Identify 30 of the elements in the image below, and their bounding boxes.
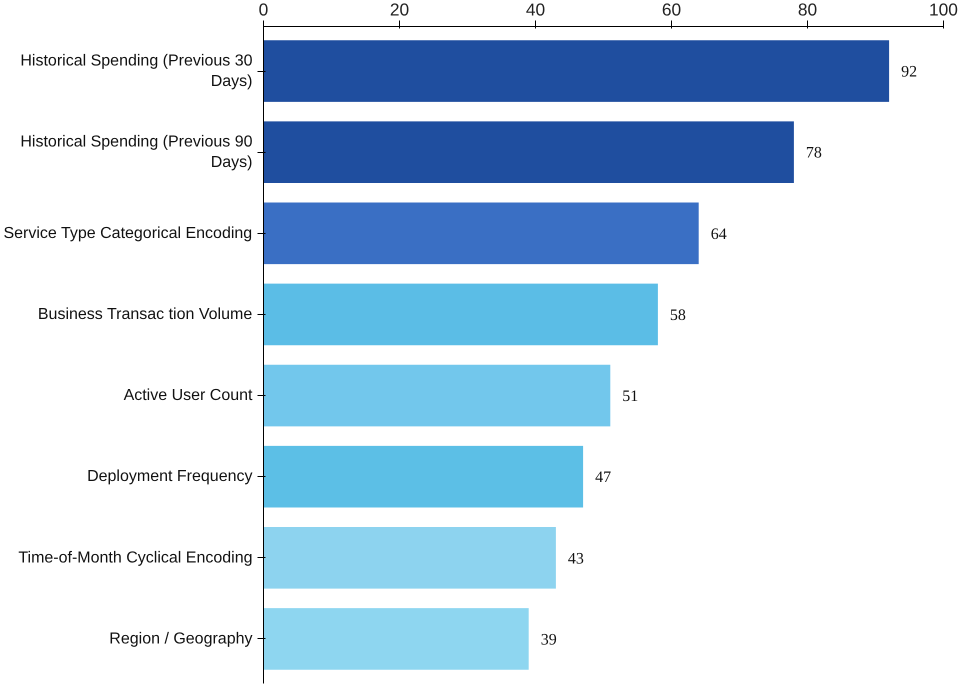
y-tick-label: Deployment Frequency — [87, 468, 253, 486]
bar — [264, 364, 610, 426]
bar — [264, 526, 556, 589]
data-label: 51 — [622, 388, 638, 406]
x-tick-label: 20 — [390, 0, 410, 20]
bar — [264, 446, 584, 508]
y-tick-label: Region / Geography — [109, 630, 252, 648]
x-tick-label: 60 — [662, 0, 682, 20]
data-label: 64 — [710, 226, 727, 243]
x-tick-label: 40 — [526, 0, 546, 20]
x-tick-label: 0 — [258, 0, 268, 20]
data-label: 43 — [568, 550, 584, 568]
x-tick-label: 80 — [798, 0, 818, 20]
data-label: 92 — [901, 64, 918, 81]
data-label: 39 — [540, 631, 557, 648]
y-tick-label: Active User Count — [124, 387, 254, 404]
data-label: 58 — [670, 306, 686, 324]
x-tick-label: 100 — [929, 0, 958, 20]
bar — [264, 40, 890, 102]
data-label: 78 — [806, 144, 822, 162]
y-tick-label: Historical Spending (Previous 30 Days) — [20, 52, 253, 90]
y-tick-label: Business Transac tion Volume — [38, 306, 252, 323]
bar — [264, 202, 699, 264]
bar — [264, 608, 529, 670]
data-label: 47 — [595, 469, 612, 486]
bar — [264, 121, 794, 184]
y-tick-label: Time-of-Month Cyclical Encoding — [18, 549, 252, 566]
bar — [264, 284, 658, 346]
y-tick-label: Historical Spending (Previous 90 Days) — [20, 134, 253, 171]
y-tick-label: Service Type Categorical Encoding — [3, 224, 252, 242]
